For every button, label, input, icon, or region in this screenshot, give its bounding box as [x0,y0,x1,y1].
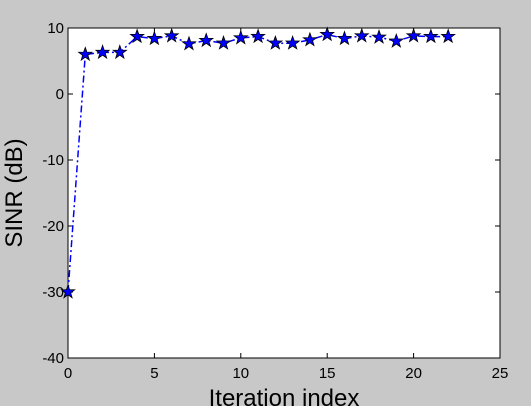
data-point-marker [302,31,318,47]
data-point-marker [112,44,128,60]
tick-labels: 0 5 10 15 20 25 -40 -30 -20 -10 0 10 [42,20,508,382]
data-point-marker [371,28,387,44]
y-tick-label: -20 [42,218,64,235]
y-tick-label: -30 [42,284,64,301]
x-tick-label: 25 [492,365,509,382]
data-point-marker [319,26,336,42]
data-point-marker [353,27,370,43]
data-point-marker [198,32,215,48]
data-point-marker [146,30,163,46]
data-point-marker [215,34,232,50]
data-point-marker [284,34,301,50]
y-tick-label: 10 [47,20,64,37]
data-point-marker [267,34,284,50]
y-tick-label: -40 [42,350,64,367]
x-tick-label: 15 [319,365,336,382]
data-point-marker [77,46,94,62]
data-point-marker [232,29,249,45]
data-point-marker [163,27,180,43]
data-point-marker [250,28,266,44]
data-point-marker [388,32,405,48]
x-axis-label: Iteration index [209,385,360,406]
data-point-marker [129,28,145,44]
axis-ticks [67,27,501,359]
x-tick-label: 0 [64,365,72,382]
y-axis-label: SINR (dB) [1,138,28,247]
data-point-marker [440,28,456,44]
x-tick-label: 10 [232,365,249,382]
data-point-marker [181,35,197,51]
series-group [60,26,456,299]
x-tick-label: 5 [150,365,158,382]
data-point-marker [336,30,353,46]
y-tick-label: 0 [56,86,64,103]
data-point-marker [94,44,111,60]
plot-area [67,27,501,359]
data-point-marker [60,283,76,299]
y-tick-label: -10 [42,152,64,169]
data-point-marker [405,27,422,43]
x-tick-label: 20 [405,365,422,382]
data-point-marker [423,28,439,44]
